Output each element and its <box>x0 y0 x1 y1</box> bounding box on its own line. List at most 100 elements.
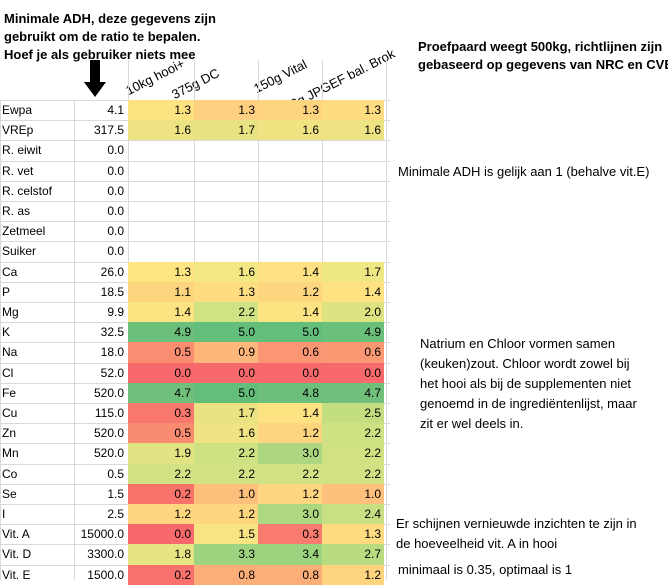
ratio-cell[interactable]: 0.0 <box>258 362 322 383</box>
ratio-cell[interactable]: 3.4 <box>258 544 322 565</box>
row-min-adh: 15000.0 <box>80 527 124 542</box>
ratio-cell[interactable]: 2.4 <box>322 504 384 525</box>
ratio-cell[interactable]: 1.0 <box>194 483 258 504</box>
ratio-cell[interactable] <box>322 161 384 181</box>
ratio-cell[interactable]: 5.0 <box>194 382 258 403</box>
ratio-cell[interactable]: 4.8 <box>258 382 322 403</box>
ratio-cell[interactable]: 1.1 <box>128 281 194 302</box>
ratio-cell[interactable]: 1.3 <box>322 524 384 545</box>
ratio-cell[interactable]: 2.2 <box>322 443 384 464</box>
ratio-cell[interactable]: 1.7 <box>322 261 384 282</box>
ratio-cell[interactable] <box>128 201 194 221</box>
ratio-cell[interactable] <box>128 181 194 201</box>
ratio-cell[interactable]: 1.5 <box>194 524 258 545</box>
ratio-cell[interactable]: 1.4 <box>128 302 194 323</box>
ratio-cell[interactable] <box>258 161 322 181</box>
ratio-cell[interactable]: 1.8 <box>128 544 194 565</box>
ratio-cell[interactable]: 2.2 <box>194 302 258 323</box>
ratio-cell[interactable]: 1.3 <box>194 100 258 121</box>
ratio-cell[interactable] <box>128 161 194 181</box>
ratio-cell[interactable]: 0.0 <box>128 524 194 545</box>
ratio-cell[interactable] <box>128 241 194 261</box>
ratio-cell[interactable]: 0.9 <box>194 342 258 363</box>
ratio-cell[interactable]: 2.2 <box>194 443 258 464</box>
ratio-cell[interactable]: 1.3 <box>128 100 194 121</box>
ratio-cell[interactable]: 4.9 <box>322 322 384 343</box>
ratio-cell[interactable]: 4.7 <box>322 382 384 403</box>
ratio-cell[interactable]: 0.6 <box>322 342 384 363</box>
ratio-cell[interactable] <box>128 221 194 241</box>
ratio-cell[interactable] <box>194 201 258 221</box>
ratio-cell[interactable]: 1.2 <box>258 281 322 302</box>
ratio-cell[interactable]: 0.3 <box>128 403 194 424</box>
ratio-cell[interactable] <box>194 140 258 160</box>
ratio-cell[interactable]: 0.2 <box>128 564 194 585</box>
ratio-cell[interactable]: 1.3 <box>128 261 194 282</box>
ratio-cell[interactable]: 4.9 <box>128 322 194 343</box>
ratio-cell[interactable]: 0.3 <box>258 524 322 545</box>
ratio-cell[interactable]: 0.8 <box>194 564 258 585</box>
ratio-cell[interactable] <box>194 241 258 261</box>
ratio-cell[interactable]: 0.2 <box>128 483 194 504</box>
ratio-cell[interactable]: 2.2 <box>128 463 194 484</box>
ratio-cell[interactable] <box>258 221 322 241</box>
ratio-cell[interactable]: 1.3 <box>322 100 384 121</box>
ratio-cell[interactable]: 0.0 <box>128 362 194 383</box>
ratio-cell[interactable] <box>322 201 384 221</box>
ratio-cell[interactable] <box>322 241 384 261</box>
ratio-cell[interactable]: 0.5 <box>128 423 194 444</box>
ratio-cell[interactable] <box>322 221 384 241</box>
ratio-cell[interactable] <box>128 140 194 160</box>
ratio-cell[interactable] <box>322 140 384 160</box>
ratio-cell[interactable]: 0.8 <box>258 564 322 585</box>
ratio-cell[interactable]: 0.0 <box>322 362 384 383</box>
ratio-cell[interactable] <box>322 181 384 201</box>
ratio-cell[interactable]: 1.7 <box>194 120 258 141</box>
ratio-cell[interactable]: 2.2 <box>322 423 384 444</box>
ratio-cell[interactable]: 5.0 <box>194 322 258 343</box>
ratio-cell[interactable]: 2.2 <box>258 463 322 484</box>
ratio-cell[interactable]: 1.4 <box>322 281 384 302</box>
ratio-cell[interactable]: 1.2 <box>322 564 384 585</box>
ratio-cell[interactable] <box>258 181 322 201</box>
ratio-cell[interactable]: 5.0 <box>258 322 322 343</box>
ratio-cell[interactable]: 1.6 <box>194 423 258 444</box>
ratio-cell[interactable] <box>258 140 322 160</box>
row-min-adh: 32.5 <box>100 325 124 340</box>
ratio-cell[interactable]: 1.9 <box>128 443 194 464</box>
ratio-cell[interactable]: 1.7 <box>194 403 258 424</box>
ratio-cell[interactable]: 2.2 <box>194 463 258 484</box>
ratio-cell[interactable]: 3.0 <box>258 443 322 464</box>
ratio-cell[interactable] <box>258 241 322 261</box>
ratio-cell[interactable]: 3.3 <box>194 544 258 565</box>
ratio-cell[interactable]: 2.5 <box>322 403 384 424</box>
row-label: R. celstof <box>2 183 53 198</box>
ratio-cell[interactable] <box>194 161 258 181</box>
ratio-cell[interactable]: 4.7 <box>128 382 194 403</box>
ratio-cell[interactable]: 1.4 <box>258 403 322 424</box>
ratio-cell[interactable]: 1.6 <box>128 120 194 141</box>
ratio-cell[interactable]: 2.7 <box>322 544 384 565</box>
ratio-cell[interactable]: 1.6 <box>194 261 258 282</box>
ratio-cell[interactable] <box>194 221 258 241</box>
ratio-cell[interactable]: 1.4 <box>258 302 322 323</box>
ratio-cell[interactable]: 2.2 <box>322 463 384 484</box>
ratio-cell[interactable] <box>258 201 322 221</box>
ratio-cell[interactable]: 1.2 <box>258 423 322 444</box>
ratio-cell[interactable]: 1.6 <box>258 120 322 141</box>
ratio-cell[interactable]: 1.2 <box>194 504 258 525</box>
ratio-cell[interactable]: 1.6 <box>322 120 384 141</box>
ratio-cell[interactable]: 1.3 <box>258 100 322 121</box>
ratio-cell[interactable]: 1.2 <box>128 504 194 525</box>
ratio-cell[interactable]: 0.0 <box>194 362 258 383</box>
ratio-cell[interactable]: 0.6 <box>258 342 322 363</box>
ratio-cell[interactable]: 2.0 <box>322 302 384 323</box>
ratio-cell[interactable]: 1.4 <box>258 261 322 282</box>
ratio-cell[interactable] <box>194 181 258 201</box>
ratio-cell[interactable]: 1.0 <box>322 483 384 504</box>
ratio-cell[interactable]: 3.0 <box>258 504 322 525</box>
row-label: Ca <box>2 264 18 279</box>
ratio-cell[interactable]: 0.5 <box>128 342 194 363</box>
ratio-cell[interactable]: 1.3 <box>194 281 258 302</box>
ratio-cell[interactable]: 1.2 <box>258 483 322 504</box>
